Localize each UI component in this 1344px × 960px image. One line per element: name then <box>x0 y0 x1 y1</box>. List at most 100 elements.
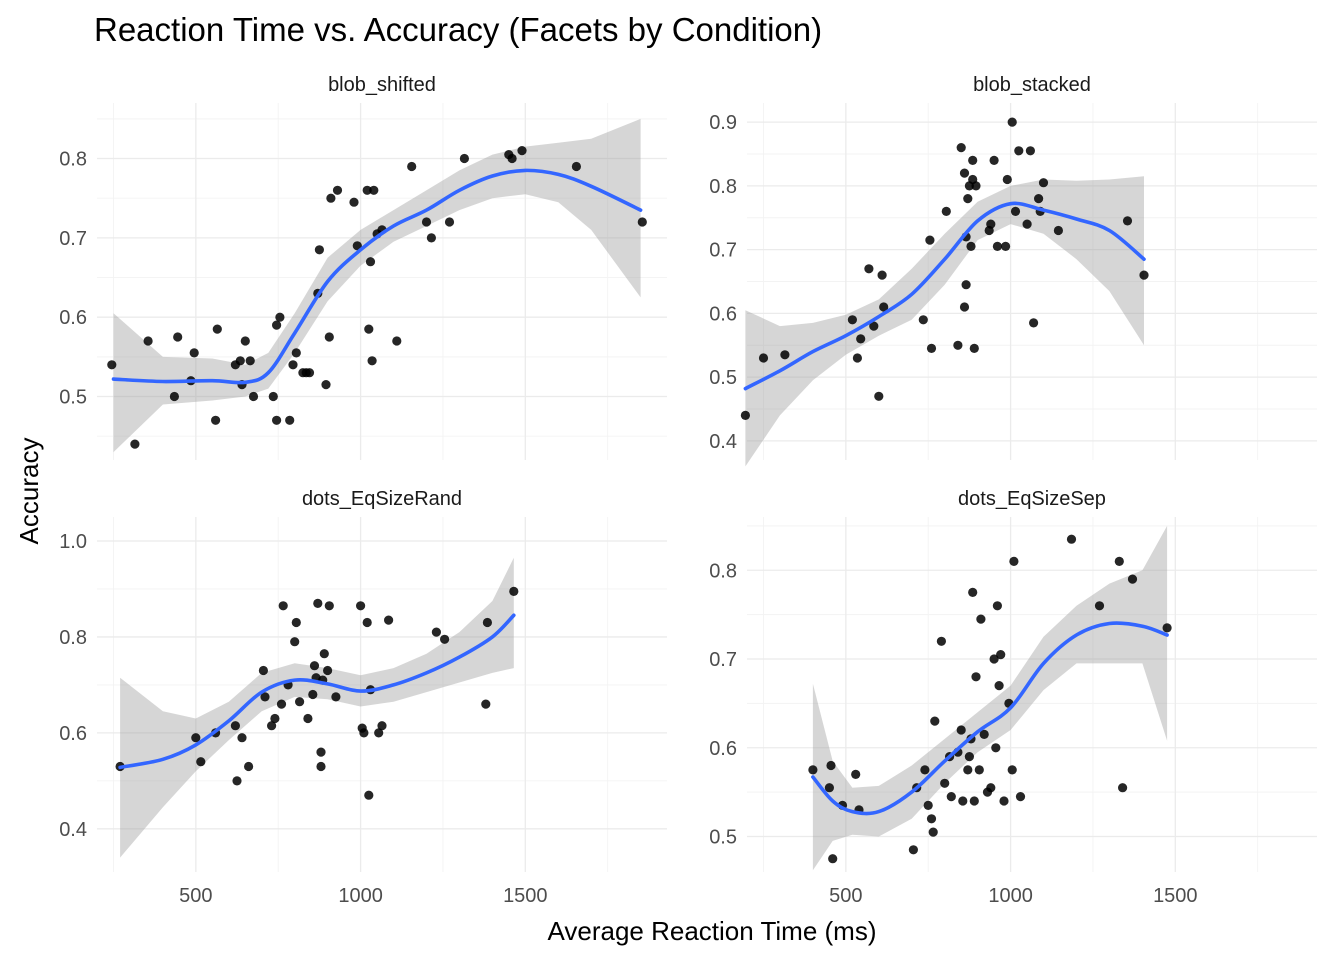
facet-strip-label: dots_EqSizeSep <box>958 488 1106 510</box>
y-tick-label: 0.6 <box>709 738 737 760</box>
data-point <box>959 168 970 178</box>
data-point <box>517 146 527 156</box>
data-point <box>918 315 928 325</box>
data-point <box>991 743 1001 753</box>
data-point <box>758 353 769 363</box>
data-point <box>1162 623 1172 633</box>
y-tick-label: 0.8 <box>59 149 87 171</box>
data-point <box>352 241 362 251</box>
data-point <box>979 729 989 740</box>
data-point <box>974 765 984 775</box>
y-tick-label: 0.7 <box>59 228 87 250</box>
data-point <box>828 854 838 864</box>
data-point <box>323 665 333 676</box>
data-point <box>923 800 933 811</box>
smooth-trend-line <box>118 613 516 770</box>
y-tick-label: 0.6 <box>709 303 737 325</box>
data-point <box>989 155 999 165</box>
data-point <box>507 153 517 164</box>
confidence-band <box>812 525 1168 871</box>
chart-title: Reaction Time vs. Accuracy (Facets by Co… <box>94 11 822 48</box>
data-point <box>1022 219 1032 229</box>
data-point <box>295 697 305 707</box>
data-point <box>1053 225 1063 236</box>
data-point <box>941 206 951 216</box>
data-point <box>999 796 1009 806</box>
data-point <box>856 334 866 344</box>
data-point <box>421 217 432 227</box>
data-point <box>407 161 417 172</box>
data-point <box>359 728 369 738</box>
data-point <box>324 601 334 611</box>
data-point <box>963 194 973 204</box>
confidence-band <box>745 176 1144 467</box>
y-tick-label: 0.8 <box>709 560 737 582</box>
facet-dots_EqSizeRand: dots_EqSizeRand 0.4 0.6 0.8 1.0 500 1000 1500 <box>59 488 667 907</box>
data-point <box>248 391 259 402</box>
data-point <box>309 661 320 671</box>
data-point <box>319 649 329 659</box>
data-point <box>107 360 117 370</box>
y-tick-label: 0.5 <box>709 827 737 849</box>
data-point <box>986 219 996 229</box>
y-tick-label: 0.9 <box>709 112 737 134</box>
data-point <box>808 765 818 775</box>
data-point <box>459 153 469 164</box>
data-point <box>331 692 341 702</box>
data-point <box>316 747 326 757</box>
data-point <box>956 725 966 735</box>
data-point <box>509 586 519 597</box>
data-point <box>571 161 582 172</box>
data-point <box>169 391 179 402</box>
data-point <box>196 757 206 767</box>
data-point <box>925 235 935 245</box>
data-point <box>369 185 379 195</box>
data-point <box>959 302 970 312</box>
data-point <box>1122 216 1133 226</box>
data-point <box>377 721 387 731</box>
data-point <box>349 197 359 207</box>
y-tick-label: 0.8 <box>59 627 87 649</box>
data-point <box>374 728 384 738</box>
data-point <box>1025 146 1035 156</box>
data-point <box>275 312 285 322</box>
data-point <box>869 321 879 331</box>
data-point <box>240 336 250 346</box>
data-point <box>926 343 937 353</box>
data-point <box>847 315 858 325</box>
y-tick-label: 0.8 <box>709 176 737 198</box>
y-tick-label: 0.6 <box>59 307 87 329</box>
y-tick-label: 0.4 <box>59 819 87 841</box>
data-point <box>969 343 979 353</box>
data-point <box>969 796 979 806</box>
facet-strip-label: blob_shifted <box>328 74 436 96</box>
data-point <box>1038 178 1049 188</box>
data-point <box>364 790 374 800</box>
data-point <box>961 280 971 290</box>
data-point <box>260 692 270 702</box>
data-point <box>364 324 374 334</box>
data-point <box>1001 241 1011 251</box>
data-point <box>482 617 492 628</box>
data-point <box>290 637 300 647</box>
data-point <box>1066 534 1077 544</box>
data-point <box>946 792 956 802</box>
data-point <box>908 845 919 855</box>
confidence-band <box>113 118 641 453</box>
facet-strip-label: dots_EqSizeRand <box>302 488 462 510</box>
y-tick-label: 0.7 <box>709 649 737 671</box>
x-axis-title: Average Reaction Time (ms) <box>548 916 877 946</box>
data-point <box>740 410 751 420</box>
data-point <box>968 155 978 165</box>
data-point <box>270 713 280 724</box>
data-point <box>189 348 199 358</box>
facet-strip-label: blob_stacked <box>973 74 1091 96</box>
data-point <box>304 368 315 378</box>
data-point <box>268 391 278 402</box>
data-point <box>278 601 288 611</box>
data-point <box>1114 556 1124 567</box>
data-point <box>963 765 973 775</box>
data-point <box>920 765 930 775</box>
data-point <box>426 233 436 243</box>
data-point <box>1118 783 1128 793</box>
